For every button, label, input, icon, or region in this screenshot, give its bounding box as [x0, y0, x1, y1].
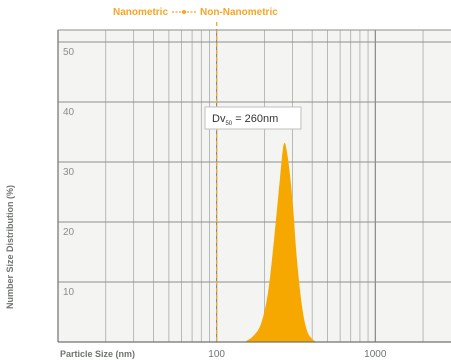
y-tick-label: 30 — [63, 167, 75, 178]
legend-right-label: Non-Nanometric — [200, 7, 278, 18]
annotation-box — [204, 106, 302, 130]
tick-labels: 10 20 30 40 50 100 1000 — [63, 47, 387, 360]
y-tick-label: 20 — [63, 227, 75, 238]
series-area-group — [244, 142, 318, 342]
plot-frame-group — [57, 29, 451, 343]
distribution-area — [244, 142, 318, 342]
y-tick-label: 10 — [63, 287, 75, 298]
annotation-callout: Dv50 = 260nm — [204, 106, 302, 130]
x-tick-label: 100 — [208, 349, 225, 360]
x-axis-title: Particle Size (nm) — [60, 349, 135, 359]
y-tick-label: 50 — [63, 47, 75, 58]
legend-left-label: Nanometric — [113, 7, 168, 18]
y-axis-title: Number Size Distribution (%) — [5, 185, 15, 309]
x-tick-label: 1000 — [364, 349, 387, 360]
annotation-subscript: 50 — [225, 121, 232, 127]
legend-marker — [182, 10, 186, 14]
annotation-text: Dv50 = 260nm — [212, 113, 278, 127]
y-tick-label: 40 — [63, 107, 75, 118]
annotation-main: Dv — [212, 113, 226, 125]
annotation-rest: = 260nm — [232, 113, 278, 125]
legend: Nanometric Non-Nanometric — [113, 7, 278, 18]
plot-background — [58, 30, 451, 342]
grid-lines — [58, 30, 451, 342]
